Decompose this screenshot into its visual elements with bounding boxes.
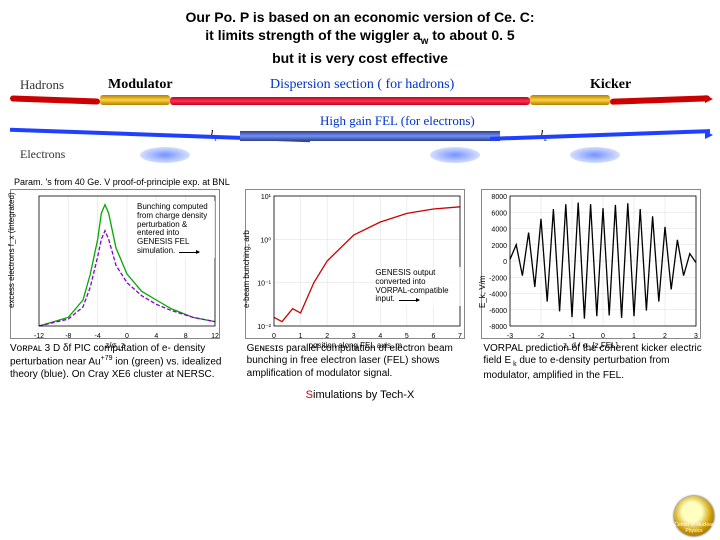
svg-text:10⁻¹: 10⁻¹ (258, 281, 272, 288)
svg-text:-2: -2 (538, 333, 544, 340)
svg-text:6000: 6000 (491, 210, 507, 217)
dispersion-block (170, 97, 530, 105)
svg-text:12: 12 (211, 333, 219, 340)
arrow-icon (705, 131, 713, 139)
svg-text:3: 3 (694, 333, 698, 340)
svg-text:1: 1 (299, 333, 303, 340)
svg-text:-4000: -4000 (489, 291, 507, 298)
hadron-track-right (610, 95, 710, 104)
svg-text:2: 2 (663, 333, 667, 340)
svg-text:-3: -3 (507, 333, 513, 340)
fel-label: High gain FEL (for electrons) (320, 113, 475, 129)
svg-text:0: 0 (601, 333, 605, 340)
arrow-icon (179, 252, 199, 253)
title-line2: it limits strength of the wiggler aw to … (40, 26, 680, 49)
svg-text:-8000: -8000 (489, 324, 507, 331)
electron-bunch-icon (140, 147, 190, 163)
svg-text:4: 4 (379, 333, 383, 340)
fel-block (240, 131, 500, 141)
svg-text:4000: 4000 (491, 226, 507, 233)
logo-text: Center of Nuclear Physics (674, 522, 714, 534)
chart3-xlabel: z_d / σ_{z,FEL} (482, 341, 700, 350)
kicker-label: Kicker (590, 77, 631, 93)
svg-text:-6000: -6000 (489, 308, 507, 315)
chart2-col: position along FEL axis, m e-beam bunchi… (245, 189, 474, 339)
modulator-block (100, 95, 170, 105)
svg-text:2: 2 (326, 333, 330, 340)
svg-text:8: 8 (184, 333, 188, 340)
svg-text:10⁰: 10⁰ (261, 236, 272, 244)
chart3: z_d / σ_{z,FEL} E_k, V/m -3-2-10123-8000… (481, 189, 701, 339)
electron-bunch-icon (430, 147, 480, 163)
svg-text:-8: -8 (65, 333, 71, 340)
hadrons-label: Hadrons (20, 77, 64, 93)
svg-text:0: 0 (503, 259, 507, 266)
chart2-xlabel: position along FEL axis, m (246, 341, 464, 350)
footer-credit: Simulations by Tech-X (0, 389, 720, 401)
svg-text:2000: 2000 (491, 243, 507, 250)
electrons-label: Electrons (20, 147, 65, 162)
page-title: Our Po. P is based on an economic versio… (0, 0, 720, 71)
chart1-xlabel: z/σ_z (11, 341, 219, 350)
svg-text:1: 1 (632, 333, 636, 340)
electron-track-right (490, 129, 710, 141)
svg-text:7: 7 (458, 333, 462, 340)
dispersion-label: Dispersion section ( for hadrons) (270, 77, 454, 93)
svg-text:4: 4 (154, 333, 158, 340)
svg-text:3: 3 (352, 333, 356, 340)
param-note: Param. 's from 40 Ge. V proof-of-princip… (0, 175, 720, 189)
svg-text:0: 0 (125, 333, 129, 340)
arrow-icon (705, 95, 713, 103)
svg-text:0: 0 (272, 333, 276, 340)
svg-text:8000: 8000 (491, 194, 507, 201)
chart2: position along FEL axis, m e-beam bunchi… (245, 189, 465, 339)
chart1-col: z/σ_z excess electrons f_x (integrated) … (10, 189, 239, 339)
svg-text:-12: -12 (34, 333, 44, 340)
annotation-2: GENESIS output converted into VORPAL-com… (373, 267, 463, 306)
arrow-icon (399, 300, 419, 301)
svg-text:-2000: -2000 (489, 275, 507, 282)
svg-text:10¹: 10¹ (261, 194, 272, 201)
svg-text:10⁻²: 10⁻² (258, 324, 272, 331)
beamline-diagram: Hadrons Modulator Dispersion section ( f… (10, 75, 710, 175)
charts-row: z/σ_z excess electrons f_x (integrated) … (0, 189, 720, 339)
svg-text:-1: -1 (569, 333, 575, 340)
svg-text:-4: -4 (95, 333, 101, 340)
svg-text:5: 5 (405, 333, 409, 340)
title-line1: Our Po. P is based on an economic versio… (40, 8, 680, 26)
title-line3: but it is very cost effective (40, 49, 680, 67)
annotation-1: Bunching computed from charge density pe… (135, 201, 215, 258)
svg-text:6: 6 (432, 333, 436, 340)
kicker-block (530, 95, 610, 105)
electron-bunch-icon (570, 147, 620, 163)
chart3-col: z_d / σ_{z,FEL} E_k, V/m -3-2-10123-8000… (481, 189, 710, 339)
modulator-label: Modulator (108, 77, 173, 93)
hadron-track-left (10, 95, 100, 104)
institute-logo-icon: Center of Nuclear Physics (674, 496, 714, 536)
